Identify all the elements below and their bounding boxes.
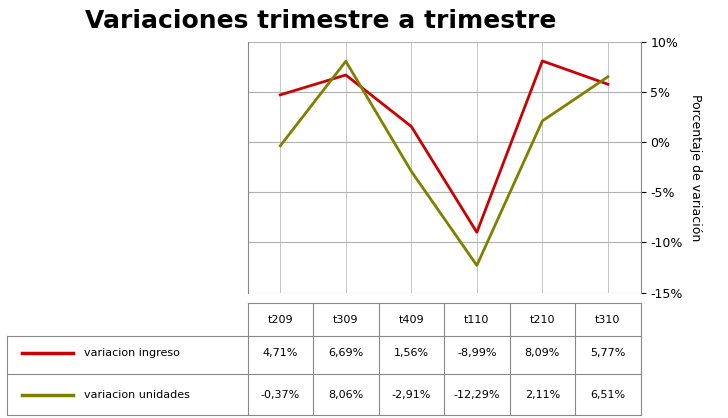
- Text: -2,91%: -2,91%: [392, 390, 431, 400]
- Text: 1,56%: 1,56%: [394, 348, 429, 358]
- Text: t310: t310: [596, 315, 620, 325]
- Y-axis label: Porcentaje de variación: Porcentaje de variación: [689, 94, 703, 241]
- Text: t110: t110: [464, 315, 489, 325]
- Text: 8,06%: 8,06%: [328, 390, 363, 400]
- Text: -12,29%: -12,29%: [454, 390, 500, 400]
- Text: t209: t209: [267, 315, 293, 325]
- Text: 6,69%: 6,69%: [328, 348, 363, 358]
- Text: t210: t210: [529, 315, 555, 325]
- Text: t409: t409: [398, 315, 424, 325]
- Text: 6,51%: 6,51%: [590, 390, 625, 400]
- Text: 4,71%: 4,71%: [263, 348, 298, 358]
- Title: Variaciones trimestre a trimestre: Variaciones trimestre a trimestre: [84, 9, 556, 33]
- Text: variacion ingreso: variacion ingreso: [84, 348, 180, 358]
- Text: 5,77%: 5,77%: [590, 348, 625, 358]
- Text: 8,09%: 8,09%: [525, 348, 560, 358]
- Text: 2,11%: 2,11%: [525, 390, 560, 400]
- Text: t309: t309: [333, 315, 359, 325]
- Text: variacion unidades: variacion unidades: [84, 390, 189, 400]
- Text: -8,99%: -8,99%: [457, 348, 496, 358]
- Text: -0,37%: -0,37%: [261, 390, 300, 400]
